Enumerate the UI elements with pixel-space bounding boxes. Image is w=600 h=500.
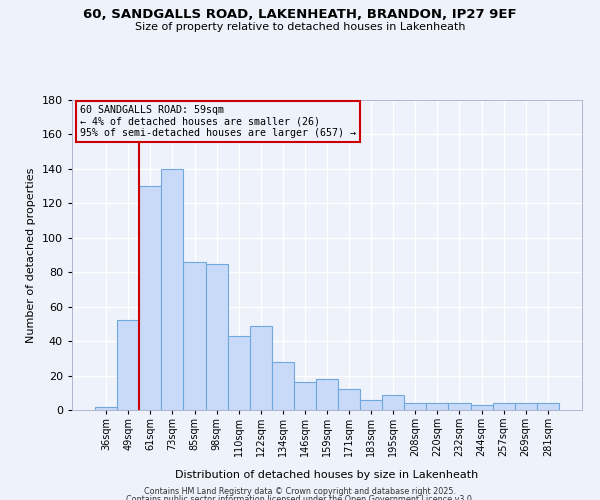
Text: Size of property relative to detached houses in Lakenheath: Size of property relative to detached ho…	[135, 22, 465, 32]
Bar	[227, 336, 250, 410]
Bar	[427, 403, 448, 410]
Bar	[382, 394, 404, 410]
Y-axis label: Number of detached properties: Number of detached properties	[26, 168, 36, 342]
Bar	[470, 405, 493, 410]
Bar	[404, 403, 427, 410]
Bar	[360, 400, 382, 410]
Bar	[95, 406, 117, 410]
Bar	[448, 403, 470, 410]
Text: Contains HM Land Registry data © Crown copyright and database right 2025.: Contains HM Land Registry data © Crown c…	[144, 487, 456, 496]
Bar	[206, 264, 227, 410]
Bar	[294, 382, 316, 410]
Bar	[537, 403, 559, 410]
Bar	[184, 262, 206, 410]
Bar	[316, 379, 338, 410]
Bar	[250, 326, 272, 410]
Bar	[272, 362, 294, 410]
Bar	[161, 169, 184, 410]
Bar	[139, 186, 161, 410]
Text: Contains public sector information licensed under the Open Government Licence v3: Contains public sector information licen…	[126, 495, 474, 500]
Bar	[117, 320, 139, 410]
Bar	[338, 390, 360, 410]
Bar	[493, 403, 515, 410]
Text: Distribution of detached houses by size in Lakenheath: Distribution of detached houses by size …	[175, 470, 479, 480]
Text: 60 SANDGALLS ROAD: 59sqm
← 4% of detached houses are smaller (26)
95% of semi-de: 60 SANDGALLS ROAD: 59sqm ← 4% of detache…	[80, 104, 356, 138]
Text: 60, SANDGALLS ROAD, LAKENHEATH, BRANDON, IP27 9EF: 60, SANDGALLS ROAD, LAKENHEATH, BRANDON,…	[83, 8, 517, 20]
Bar	[515, 403, 537, 410]
